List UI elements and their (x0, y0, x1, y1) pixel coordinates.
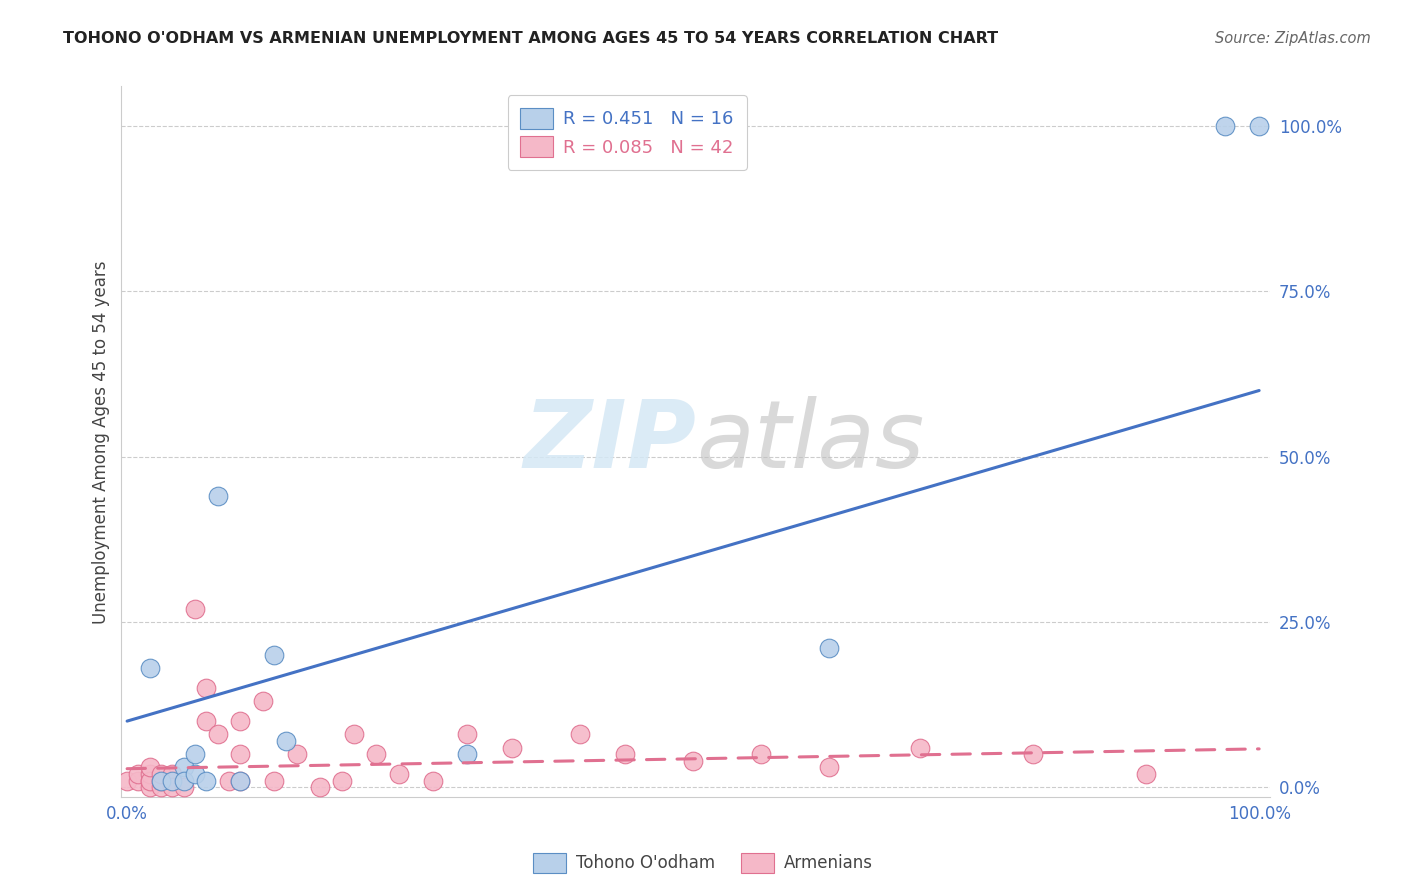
Point (162, 773, 184, 788)
Point (614, 747, 637, 761)
Point (195, 681, 218, 695)
Point (115, 773, 138, 788)
Point (263, 648, 285, 662)
Point (173, 773, 195, 788)
Point (139, 767, 162, 781)
Point (285, 747, 308, 761)
Point (682, 754, 704, 768)
Point (456, 727, 478, 741)
Point (229, 747, 252, 761)
Point (162, 780, 184, 795)
Point (229, 714, 252, 728)
Point (184, 601, 207, 615)
Point (330, 773, 353, 788)
Point (139, 760, 162, 774)
Point (274, 734, 297, 748)
Point (139, 780, 162, 795)
Legend: R = 0.451   N = 16, R = 0.085   N = 42: R = 0.451 N = 16, R = 0.085 N = 42 (508, 95, 747, 169)
Point (139, 773, 162, 788)
Point (195, 714, 218, 728)
Point (195, 773, 218, 788)
Point (1249, 119, 1271, 133)
Point (127, 773, 149, 788)
Text: Source: ZipAtlas.com: Source: ZipAtlas.com (1215, 31, 1371, 46)
Point (818, 760, 841, 774)
Point (173, 780, 195, 795)
Point (263, 773, 285, 788)
Point (150, 767, 173, 781)
Point (568, 727, 591, 741)
Point (127, 767, 149, 781)
Point (749, 747, 772, 761)
Point (150, 780, 173, 795)
Point (229, 773, 252, 788)
Point (162, 773, 184, 788)
Point (388, 767, 411, 781)
Text: atlas: atlas (696, 396, 924, 487)
Point (139, 773, 162, 788)
Point (818, 641, 841, 656)
Point (1213, 119, 1236, 133)
Point (184, 747, 207, 761)
Point (1022, 747, 1045, 761)
Text: TOHONO O'ODHAM VS ARMENIAN UNEMPLOYMENT AMONG AGES 45 TO 54 YEARS CORRELATION CH: TOHONO O'ODHAM VS ARMENIAN UNEMPLOYMENT … (63, 31, 998, 46)
Point (207, 489, 229, 503)
Point (150, 773, 173, 788)
Point (908, 740, 931, 755)
Point (150, 773, 173, 788)
Point (308, 780, 330, 795)
Text: ZIP: ZIP (523, 396, 696, 488)
Point (1135, 767, 1157, 781)
Point (173, 760, 195, 774)
Point (342, 727, 364, 741)
Point (207, 727, 229, 741)
Point (218, 773, 240, 788)
Point (139, 661, 162, 675)
Point (422, 773, 444, 788)
Point (252, 694, 274, 708)
Point (366, 747, 388, 761)
Legend: Tohono O'odham, Armenians: Tohono O'odham, Armenians (526, 847, 880, 880)
Point (456, 747, 478, 761)
Point (162, 767, 184, 781)
Point (501, 740, 523, 755)
Point (184, 767, 207, 781)
Point (229, 773, 252, 788)
Y-axis label: Unemployment Among Ages 45 to 54 years: Unemployment Among Ages 45 to 54 years (93, 260, 110, 624)
